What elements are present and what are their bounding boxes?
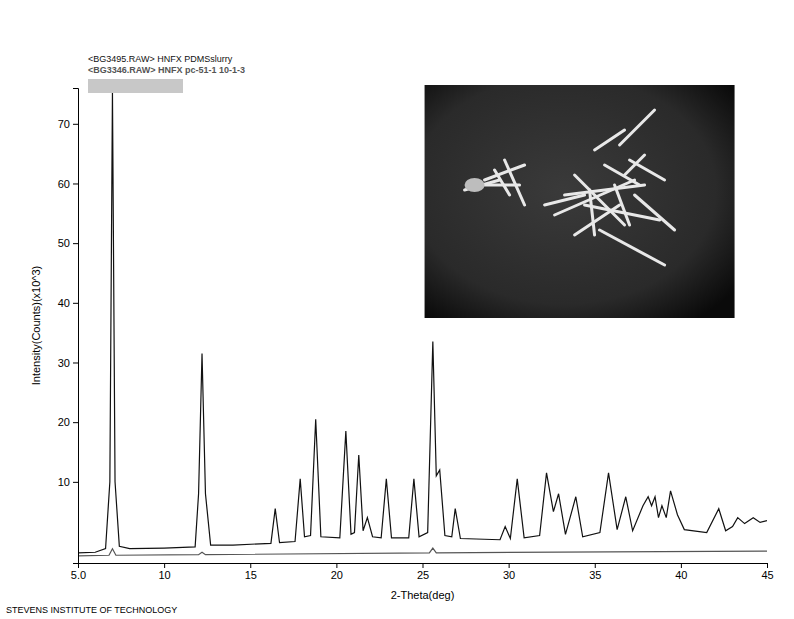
tick: 35 (589, 563, 601, 581)
axis-line (73, 89, 79, 564)
crystal-needle (485, 165, 525, 180)
tick-mark (681, 563, 682, 568)
x-axis: 5.0 10 15 20 25 30 35 40 45 (71, 563, 774, 581)
crystal-needle (495, 170, 510, 195)
header-bar (88, 79, 183, 93)
tick-label: 20 (331, 569, 343, 581)
tick-label: 20 (58, 416, 70, 428)
y-axis: 10 20 30 40 50 60 70 (58, 89, 79, 564)
series-line (78, 91, 767, 553)
tick: 10 (58, 476, 78, 488)
tick-mark (164, 563, 165, 568)
tick-mark (73, 243, 78, 244)
tick-mark (767, 563, 768, 568)
tick-label: 30 (58, 357, 70, 369)
tick: 30 (503, 563, 515, 581)
tick: 20 (331, 563, 343, 581)
tick-label: 70 (58, 118, 70, 130)
tick-label: 60 (58, 177, 70, 189)
tick-label: 40 (58, 297, 70, 309)
tick-label: 50 (58, 237, 70, 249)
tick-mark (509, 563, 510, 568)
tick-mark (250, 563, 251, 568)
chart: 5.0 10 15 20 25 30 35 40 45 10 20 30 40 50 60 70 2-Theta… (0, 0, 794, 619)
tick-mark (73, 303, 78, 304)
legend: <BG3495.RAW> HNFX PDMSslurry<BG3346.RAW>… (88, 54, 245, 75)
crystal-needle (545, 195, 585, 205)
tick-label: 5.0 (71, 569, 86, 581)
series-group (78, 91, 767, 556)
tick-mark (73, 422, 78, 423)
crystal-needle (505, 160, 525, 205)
tick-label: 45 (761, 569, 773, 581)
tick: 30 (58, 357, 78, 369)
tick-label: 30 (503, 569, 515, 581)
tick: 10 (159, 563, 171, 581)
axis-line (79, 564, 768, 569)
tick-label: 40 (675, 569, 687, 581)
tick-mark (73, 183, 78, 184)
y-axis-title: Intensity(Counts)(x10^3) (30, 266, 42, 386)
tick-label: 35 (589, 569, 601, 581)
crystal-needle (635, 195, 675, 230)
tick: 50 (58, 237, 78, 249)
crystal-needle (590, 190, 595, 235)
tick-mark (73, 362, 78, 363)
tick: 20 (58, 416, 78, 428)
series-line (78, 548, 767, 556)
crystal-needle (605, 165, 640, 185)
tick-label: 25 (417, 569, 429, 581)
tick-mark (73, 124, 78, 125)
tick-label: 10 (159, 569, 171, 581)
micrograph-inset (425, 85, 735, 318)
tick: 5.0 (71, 563, 86, 581)
tick: 40 (58, 297, 78, 309)
tick-mark (423, 563, 424, 568)
tick-mark (73, 482, 78, 483)
crystal-needle (615, 185, 630, 225)
tick: 40 (675, 563, 687, 581)
inset-background (425, 85, 735, 318)
crystal-needle (600, 230, 665, 265)
tick-mark (595, 563, 596, 568)
legend-entry: <BG3346.RAW> HNFX pc-51-1 10-1-3 (88, 65, 245, 75)
tick-label: 10 (58, 476, 70, 488)
plot-area: 5.0 10 15 20 25 30 35 40 45 10 20 30 40 50 60 70 (58, 85, 774, 581)
crystal-needle (630, 160, 665, 180)
crystal-cluster (465, 178, 485, 192)
tick-mark (336, 563, 337, 568)
crystal-needle (575, 205, 620, 235)
tick: 70 (58, 118, 78, 130)
tick: 45 (761, 563, 773, 581)
crystal-needle (620, 110, 655, 145)
tick: 25 (417, 563, 429, 581)
crystal-needle (595, 130, 625, 150)
crystal-needle (565, 185, 645, 195)
crystal-needle (625, 155, 645, 175)
tick-label: 15 (245, 569, 257, 581)
legend-entry: <BG3495.RAW> HNFX PDMSslurry (88, 54, 233, 64)
tick: 15 (245, 563, 257, 581)
annotation: STEVENS INSTITUTE OF TECHNOLOGY (6, 605, 177, 615)
x-axis-title: 2-Theta(deg) (391, 589, 455, 601)
tick: 60 (58, 177, 78, 189)
